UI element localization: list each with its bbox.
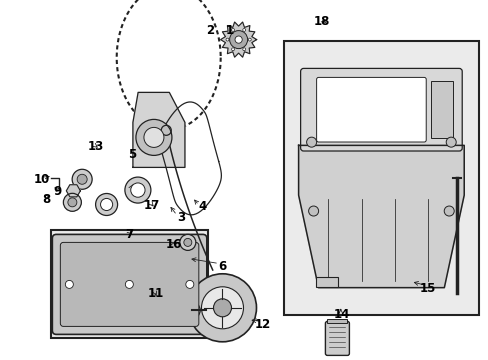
Circle shape [231,28,234,31]
Circle shape [180,234,195,251]
Text: 3: 3 [177,211,184,224]
Circle shape [248,38,251,41]
Text: 17: 17 [143,199,160,212]
Bar [51,230,207,338]
Circle shape [446,137,455,147]
Circle shape [77,174,87,184]
Circle shape [72,169,92,189]
Circle shape [65,280,73,288]
Circle shape [125,280,133,288]
FancyBboxPatch shape [325,321,349,355]
FancyBboxPatch shape [316,77,426,142]
Text: 12: 12 [254,318,271,330]
Text: 7: 7 [125,228,133,240]
Text: 15: 15 [419,282,435,294]
Text: 14: 14 [333,309,350,321]
Text: 4: 4 [199,201,206,213]
Circle shape [308,206,318,216]
Circle shape [306,137,316,147]
Circle shape [242,28,245,31]
Circle shape [185,280,193,288]
Circle shape [231,48,234,51]
Circle shape [63,193,81,211]
Text: 5: 5 [128,148,136,161]
FancyBboxPatch shape [60,242,199,327]
Text: 11: 11 [147,287,163,300]
Text: 9: 9 [54,185,61,198]
Text: 1: 1 [225,24,233,37]
Bar [430,81,452,138]
FancyBboxPatch shape [52,234,206,334]
Circle shape [242,48,245,51]
Circle shape [143,127,163,147]
Bar [327,319,346,323]
Circle shape [130,183,145,197]
Circle shape [213,299,231,317]
Circle shape [124,177,151,203]
Circle shape [68,198,77,207]
Polygon shape [298,145,463,288]
Circle shape [183,238,191,246]
Text: 8: 8 [42,193,50,206]
Bar [315,277,337,287]
Polygon shape [133,93,184,167]
Circle shape [235,36,242,43]
Text: 6: 6 [218,260,226,273]
Circle shape [96,193,117,216]
Text: 13: 13 [87,140,103,153]
Polygon shape [220,22,256,57]
Bar [283,41,478,315]
Text: 2: 2 [206,24,214,37]
Text: 16: 16 [165,238,182,251]
Circle shape [201,287,243,329]
Text: 18: 18 [313,15,329,28]
Circle shape [225,38,228,41]
Polygon shape [66,185,80,197]
Circle shape [443,206,453,216]
Circle shape [184,302,200,318]
Circle shape [229,31,247,49]
Circle shape [188,274,256,342]
Text: 10: 10 [33,173,50,186]
Circle shape [136,120,172,156]
Circle shape [101,198,112,211]
FancyBboxPatch shape [300,68,461,151]
